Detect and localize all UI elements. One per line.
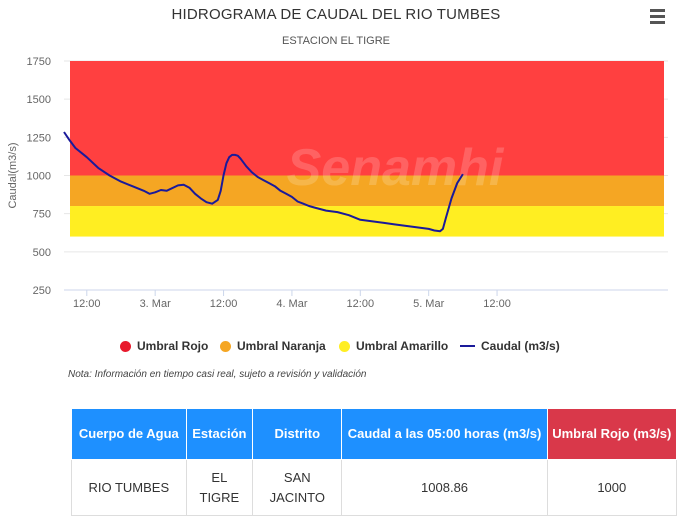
y-tick-label: 1500 — [27, 94, 51, 106]
table-header: Caudal a las 05:00 horas (m3/s) — [341, 408, 548, 460]
y-tick-label: 500 — [33, 247, 51, 259]
chart-legend: Umbral Rojo Umbral Naranja Umbral Amaril… — [0, 337, 680, 355]
legend-label: Umbral Amarillo — [356, 339, 449, 353]
chart-plot: Senamhi 250 500 750 1000 1250 1500 1750 12:00 3. … — [7, 56, 668, 310]
table-cell: RIO TUMBES — [71, 459, 187, 516]
legend-symbol-umbral-naranja — [220, 340, 231, 352]
legend-item-umbral-amarillo[interactable]: Umbral Amarillo — [339, 337, 448, 355]
legend-symbol-umbral-rojo — [120, 340, 131, 352]
table-header: Cuerpo de Agua — [71, 408, 187, 460]
chart-title: HIDROGRAMA DE CAUDAL DEL RIO TUMBES — [171, 6, 501, 23]
legend-item-umbral-rojo[interactable]: Umbral Rojo — [120, 337, 208, 355]
chart-subtitle: ESTACION EL TIGRE — [282, 35, 390, 47]
legend-label: Caudal (m3/s) — [481, 339, 560, 353]
x-tick-label: 12:00 — [73, 298, 101, 310]
table-header: Umbral Rojo (m3/s) — [546, 408, 678, 460]
table-cell: 1008.86 — [341, 459, 548, 516]
legend-label: Umbral Naranja — [237, 339, 326, 353]
table-header: Estación — [185, 408, 254, 460]
x-tick-label: 12:00 — [347, 298, 375, 310]
y-tick-label: 1250 — [27, 132, 51, 144]
x-tick-label: 3. Mar — [140, 298, 172, 310]
y-tick-label: 250 — [33, 285, 51, 297]
legend-label: Umbral Rojo — [137, 339, 209, 353]
legend-item-caudal[interactable]: Caudal (m3/s) — [460, 337, 560, 355]
threshold-band-umbral-rojo — [70, 61, 664, 176]
table-header-row: Cuerpo de Agua Estación Distrito Caudal … — [71, 408, 678, 460]
table-header: Distrito — [252, 408, 343, 460]
summary-table: Cuerpo de Agua Estación Distrito Caudal … — [71, 408, 678, 516]
table-cell: SAN JACINTO — [252, 459, 343, 516]
y-tick-label: 1000 — [27, 171, 51, 183]
x-tick-label: 12:00 — [210, 298, 238, 310]
legend-symbol-umbral-amarillo — [339, 340, 350, 352]
x-tick-label: 5. Mar — [413, 298, 445, 310]
y-tick-label: 750 — [33, 209, 51, 221]
table-cell: EL TIGRE — [185, 459, 254, 516]
x-tick-label: 12:00 — [483, 298, 511, 310]
series-line-caudal[interactable] — [63, 131, 464, 233]
y-axis-label: Caudal(m3/s) — [7, 142, 19, 208]
table-row: RIO TUMBES EL TIGRE SAN JACINTO 1008.86 … — [71, 459, 678, 516]
y-tick-label: 1750 — [27, 56, 51, 68]
watermark-logo: Senamhi — [287, 139, 505, 197]
data-note: Nota: Información en tiempo casi real, s… — [68, 369, 367, 380]
legend-item-umbral-naranja[interactable]: Umbral Naranja — [220, 337, 326, 355]
hamburger-menu-icon[interactable] — [648, 9, 670, 29]
legend-symbol-caudal — [460, 345, 475, 347]
table-cell: 1000 — [546, 459, 678, 516]
x-tick-label: 4. Mar — [276, 298, 308, 310]
